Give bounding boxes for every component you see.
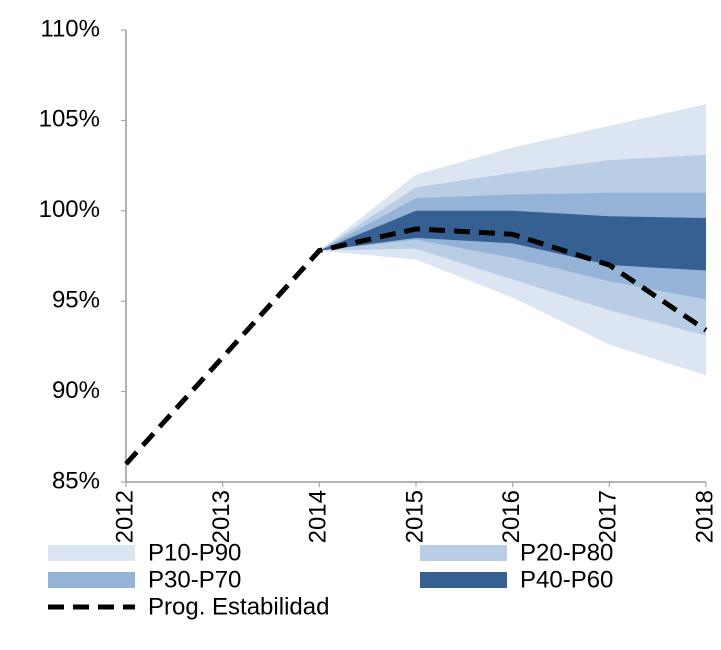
legend-label: P20-P80	[520, 539, 613, 566]
x-tick-label: 2012	[111, 490, 138, 543]
x-tick-label: 2013	[208, 490, 235, 543]
y-tick-label: 110%	[40, 15, 100, 42]
x-tick-label: 2015	[401, 490, 428, 543]
legend-label: P10-P90	[148, 539, 241, 566]
y-tick-label: 95%	[52, 287, 100, 314]
legend-swatch	[420, 572, 507, 588]
legend-label: P40-P60	[520, 566, 613, 593]
legend-swatch	[420, 545, 507, 561]
x-tick-label: 2016	[498, 490, 525, 543]
x-tick-label: 2017	[595, 490, 622, 543]
y-tick-label: 100%	[39, 196, 100, 223]
legend-swatch	[48, 572, 135, 588]
band	[319, 210, 706, 271]
x-tick-label: 2018	[691, 490, 718, 543]
y-tick-label: 105%	[39, 106, 100, 133]
y-tick-label: 90%	[52, 377, 100, 404]
legend-swatch	[48, 545, 135, 561]
legend-label: P30-P70	[148, 566, 241, 593]
x-tick-label: 2014	[305, 490, 332, 543]
y-tick-label: 85%	[52, 467, 100, 494]
legend-label: Prog. Estabilidad	[148, 593, 329, 620]
line	[124, 226, 708, 466]
